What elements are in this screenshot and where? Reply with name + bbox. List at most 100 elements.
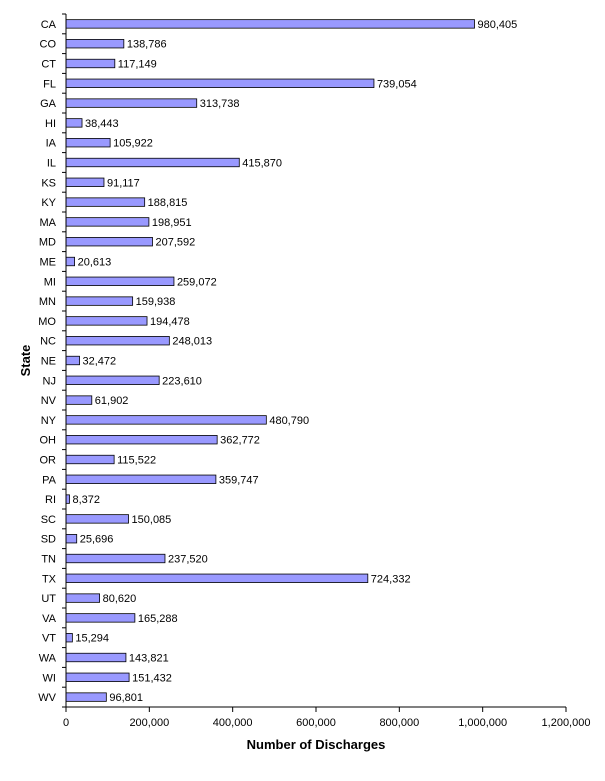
bar-ma	[65, 217, 150, 227]
category-label-mn: MN	[39, 296, 56, 308]
category-label-il: IL	[47, 158, 56, 170]
category-label-md: MD	[39, 237, 56, 249]
x-tick-label: 800,000	[379, 717, 419, 729]
bar-sd	[65, 534, 78, 544]
bar-hi	[65, 118, 83, 128]
x-tick-label: 1,000,000	[458, 717, 507, 729]
bars	[65, 19, 475, 702]
data-label-wa: 143,821	[129, 653, 169, 665]
category-label-sc: SC	[41, 514, 56, 526]
category-label-nv: NV	[41, 395, 57, 407]
data-labels: 980,405 138,786 117,149 739,054 313,738 38,44…	[72, 19, 517, 704]
data-label-mn: 159,938	[136, 296, 176, 308]
category-label-ks: KS	[41, 177, 56, 189]
category-label-ne: NE	[41, 356, 56, 368]
data-label-tx: 724,332	[371, 573, 411, 585]
bar-ct	[65, 58, 116, 69]
category-label-ri: RI	[45, 494, 56, 506]
category-labels: CA CO CT FL GA HI IA IL KS KY MA MD ME MI MN MO NC NE NJ NV…	[38, 19, 56, 704]
bar-wi	[65, 672, 130, 682]
category-label-tn: TN	[41, 554, 56, 566]
y-axis-title: State	[18, 345, 33, 377]
bar-tx	[65, 573, 369, 583]
bar-or	[65, 454, 115, 465]
data-label-ny: 480,790	[269, 415, 309, 427]
bar-nv	[65, 395, 93, 405]
data-label-ma: 198,951	[152, 217, 192, 229]
bar-ia	[65, 138, 111, 148]
category-label-me: ME	[40, 257, 57, 269]
bar-nj	[65, 375, 160, 385]
bar-ky	[65, 197, 146, 207]
category-label-wi: WI	[43, 672, 56, 684]
bar-ks	[65, 177, 105, 187]
data-label-me: 20,613	[78, 257, 112, 269]
category-label-wa: WA	[39, 653, 57, 665]
bar-tn	[65, 553, 166, 564]
data-label-ri: 8,372	[72, 494, 100, 506]
bar-pa	[65, 474, 217, 484]
category-label-ct: CT	[41, 59, 56, 71]
bar-ga	[65, 98, 198, 108]
category-label-wv: WV	[38, 692, 56, 704]
axes	[62, 13, 566, 708]
data-label-ky: 188,815	[148, 197, 188, 209]
category-label-vt: VT	[42, 633, 56, 645]
bar-ut	[65, 593, 100, 603]
x-tick-label: 200,000	[129, 717, 169, 729]
category-label-ma: MA	[40, 217, 57, 229]
bar-wv	[65, 692, 107, 702]
category-label-nj: NJ	[43, 375, 56, 387]
data-label-ca: 980,405	[478, 19, 518, 31]
category-label-co: CO	[40, 39, 57, 51]
category-label-pa: PA	[42, 474, 57, 486]
data-label-il: 415,870	[242, 158, 282, 170]
data-label-vt: 15,294	[75, 633, 109, 645]
x-axis-title: Number of Discharges	[247, 737, 386, 752]
bar-md	[65, 237, 153, 247]
bar-ca	[65, 19, 475, 29]
category-label-oh: OH	[40, 435, 57, 447]
data-label-wv: 96,801	[109, 692, 143, 704]
bar-nc	[65, 336, 170, 346]
bar-ri	[65, 494, 70, 504]
data-label-ne: 32,472	[83, 356, 117, 368]
bar-mo	[65, 316, 148, 326]
data-label-oh: 362,772	[220, 435, 260, 447]
category-label-mi: MI	[44, 276, 56, 288]
data-label-tn: 237,520	[168, 554, 208, 566]
bar-me	[65, 256, 75, 267]
bar-ne	[65, 355, 80, 366]
bar-sc	[65, 514, 129, 524]
bar-oh	[65, 435, 218, 445]
bar-wa	[65, 652, 127, 663]
data-label-ct: 117,149	[118, 59, 157, 71]
data-label-md: 207,592	[156, 237, 196, 249]
category-label-ky: KY	[41, 197, 56, 209]
data-label-sd: 25,696	[80, 534, 114, 546]
x-tick-labels: 0 200,000 400,000 600,000 800,000 1,000,000 1,…	[63, 707, 590, 729]
x-tick-label: 0	[63, 717, 69, 729]
data-label-co: 138,786	[127, 39, 167, 51]
category-label-tx: TX	[42, 573, 57, 585]
data-label-mo: 194,478	[150, 316, 190, 328]
data-label-wi: 151,432	[132, 672, 172, 684]
bar-vt	[65, 633, 73, 643]
data-label-ut: 80,620	[103, 593, 137, 605]
data-label-ia: 105,922	[113, 138, 153, 150]
data-label-or: 115,522	[117, 455, 156, 467]
data-label-pa: 359,747	[219, 474, 259, 486]
category-label-ny: NY	[41, 415, 57, 427]
data-label-ks: 91,117	[107, 177, 140, 189]
category-label-mo: MO	[38, 316, 56, 328]
category-label-ia: IA	[46, 138, 57, 150]
x-tick-label: 600,000	[296, 717, 336, 729]
bar-co	[65, 39, 125, 49]
bar-va	[65, 613, 136, 623]
bar-mn	[65, 296, 134, 306]
data-label-mi: 259,072	[177, 276, 217, 288]
data-label-nc: 248,013	[172, 336, 212, 348]
category-label-or: OR	[40, 455, 57, 467]
